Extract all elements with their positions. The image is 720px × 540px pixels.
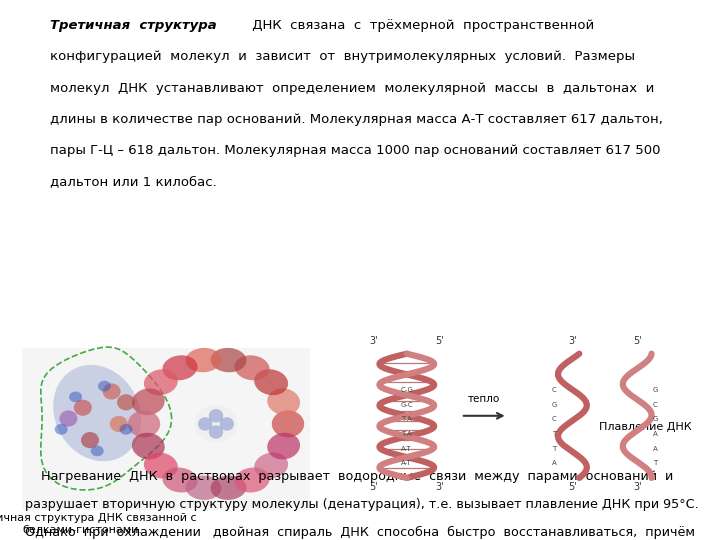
Ellipse shape bbox=[120, 424, 132, 435]
Ellipse shape bbox=[81, 432, 99, 448]
Text: A-T: A-T bbox=[402, 446, 412, 451]
Ellipse shape bbox=[194, 405, 238, 443]
Text: пары Г-Ц – 618 дальтон. Молекулярная масса 1000 пар оснований составляет 617 500: пары Г-Ц – 618 дальтон. Молекулярная мас… bbox=[50, 144, 661, 157]
Text: T: T bbox=[552, 431, 557, 437]
Ellipse shape bbox=[235, 468, 269, 492]
Ellipse shape bbox=[209, 426, 223, 438]
Ellipse shape bbox=[91, 446, 104, 456]
Text: G-C: G-C bbox=[400, 402, 413, 408]
Ellipse shape bbox=[60, 410, 78, 427]
Ellipse shape bbox=[132, 433, 165, 460]
Text: 3': 3' bbox=[633, 482, 642, 492]
Ellipse shape bbox=[128, 410, 160, 437]
Ellipse shape bbox=[69, 392, 82, 402]
Text: A: A bbox=[552, 460, 557, 466]
Text: A-T: A-T bbox=[402, 460, 412, 466]
Ellipse shape bbox=[272, 410, 304, 437]
Ellipse shape bbox=[110, 416, 128, 432]
FancyBboxPatch shape bbox=[22, 348, 310, 510]
Text: длины в количестве пар оснований. Молекулярная масса А-Т составляет 617 дальтон,: длины в количестве пар оснований. Молеку… bbox=[50, 113, 663, 126]
Text: T: T bbox=[552, 446, 557, 451]
Text: 3': 3' bbox=[436, 482, 444, 492]
Ellipse shape bbox=[144, 369, 178, 395]
Text: Третичная структура ДНК связанной с
белками-гистонами.: Третичная структура ДНК связанной с белк… bbox=[0, 513, 197, 535]
Text: C: C bbox=[552, 387, 557, 393]
Text: C: C bbox=[552, 416, 557, 422]
Ellipse shape bbox=[210, 476, 246, 500]
Text: Нагревание  ДНК  в  растворах  разрывает  водородные  связи  между  парами  осно: Нагревание ДНК в растворах разрывает вод… bbox=[25, 470, 673, 483]
Ellipse shape bbox=[198, 417, 212, 431]
Text: конфигурацией  молекул  и  зависит  от  внутримолекулярных  условий.  Размеры: конфигурацией молекул и зависит от внутр… bbox=[50, 50, 635, 63]
Text: тепло: тепло bbox=[468, 394, 500, 404]
Ellipse shape bbox=[163, 468, 197, 492]
Text: T-A: T-A bbox=[402, 416, 412, 422]
Ellipse shape bbox=[186, 348, 222, 372]
Text: A: A bbox=[653, 431, 658, 437]
Ellipse shape bbox=[235, 355, 269, 380]
Ellipse shape bbox=[163, 355, 197, 380]
Ellipse shape bbox=[117, 394, 135, 410]
Ellipse shape bbox=[220, 417, 234, 431]
Text: C-G: C-G bbox=[400, 387, 413, 393]
Text: 5': 5' bbox=[369, 482, 378, 492]
Text: C: C bbox=[653, 402, 658, 408]
Text: G: G bbox=[653, 387, 658, 393]
Ellipse shape bbox=[132, 388, 165, 415]
Ellipse shape bbox=[210, 348, 246, 372]
Ellipse shape bbox=[102, 383, 121, 400]
Text: Плавление ДНК: Плавление ДНК bbox=[598, 422, 691, 433]
Text: разрушает вторичную структуру молекулы (денатурация), т.е. вызывает плавление ДН: разрушает вторичную структуру молекулы (… bbox=[25, 498, 699, 511]
Text: молекул  ДНК  устанавливают  определением  молекулярной  массы  в  дальтонах  и: молекул ДНК устанавливают определением м… bbox=[50, 82, 654, 94]
Text: A: A bbox=[653, 446, 658, 451]
Text: 3': 3' bbox=[568, 336, 577, 346]
Text: T: T bbox=[653, 460, 657, 466]
Ellipse shape bbox=[254, 369, 288, 395]
Text: T-A: T-A bbox=[402, 431, 412, 437]
Ellipse shape bbox=[53, 365, 141, 461]
Text: 5': 5' bbox=[633, 336, 642, 346]
Ellipse shape bbox=[98, 381, 111, 392]
Text: ДНК  связана  с  трёхмерной  пространственной: ДНК связана с трёхмерной пространственно… bbox=[248, 19, 595, 32]
Ellipse shape bbox=[267, 388, 300, 415]
Ellipse shape bbox=[267, 433, 300, 460]
Ellipse shape bbox=[73, 400, 92, 416]
Ellipse shape bbox=[209, 409, 223, 422]
Ellipse shape bbox=[254, 453, 288, 478]
Text: Третичная  структура: Третичная структура bbox=[50, 19, 217, 32]
Ellipse shape bbox=[144, 453, 178, 478]
Text: 5': 5' bbox=[436, 336, 444, 346]
Text: G: G bbox=[653, 416, 658, 422]
Ellipse shape bbox=[55, 424, 68, 435]
Text: 5': 5' bbox=[568, 482, 577, 492]
Text: Однако  при  охлаждении   двойная  спираль  ДНК  способна  быстро  восстанавлива: Однако при охлаждении двойная спираль ДН… bbox=[25, 526, 696, 539]
Text: дальтон или 1 килобас.: дальтон или 1 килобас. bbox=[50, 176, 217, 188]
Text: G: G bbox=[552, 402, 557, 408]
Text: 3': 3' bbox=[369, 336, 378, 346]
Ellipse shape bbox=[186, 476, 222, 500]
